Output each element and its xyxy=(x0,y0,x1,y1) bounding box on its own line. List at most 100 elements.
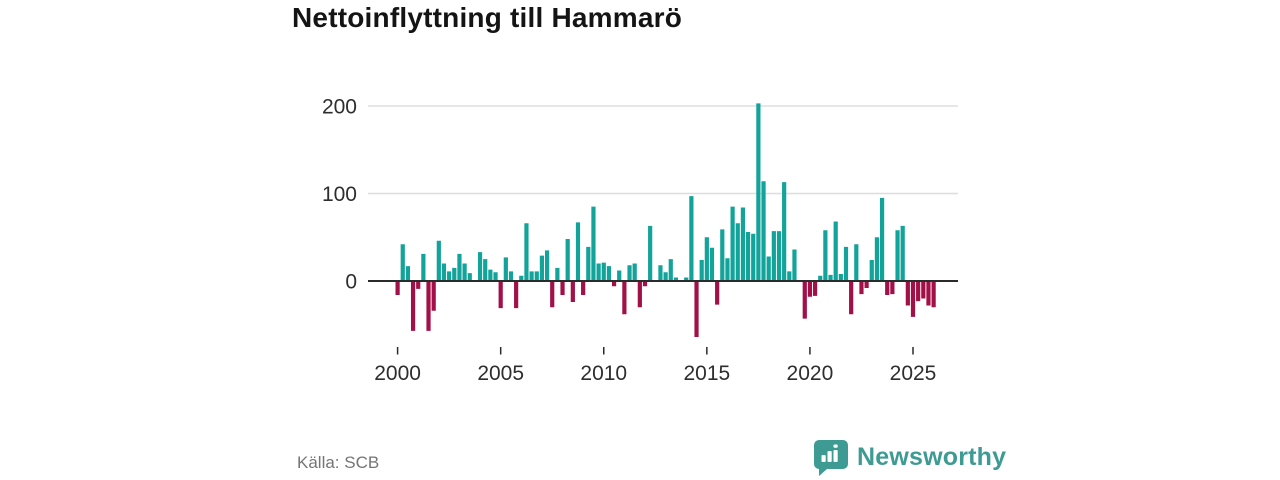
bar-2008-Q4 xyxy=(575,222,581,282)
source-label: Källa: SCB xyxy=(297,453,380,472)
bar-2014-Q3 xyxy=(694,281,699,337)
bar-2022-Q4 xyxy=(864,281,869,288)
y-tick-label-0: 0 xyxy=(345,271,357,294)
bar-2002-Q1 xyxy=(436,240,441,281)
bar-2017-Q4 xyxy=(761,181,766,281)
bar-2004-Q1 xyxy=(477,252,483,282)
bar-2015-Q2 xyxy=(709,247,715,281)
bar-2015-Q1 xyxy=(704,237,709,281)
y-tick-label-200: 200 xyxy=(322,96,357,119)
bar-2007-Q2 xyxy=(544,250,550,282)
bar-2014-Q1 xyxy=(684,277,689,281)
bar-2002-Q2 xyxy=(441,263,447,281)
bar-2018-Q3 xyxy=(776,231,782,282)
bar-2011-Q3 xyxy=(632,263,637,281)
bar-2005-Q2 xyxy=(503,257,508,282)
bar-2017-Q1 xyxy=(745,232,751,281)
bar-2008-Q2 xyxy=(565,239,570,281)
bar-2024-Q2 xyxy=(895,230,900,281)
bar-2006-Q1 xyxy=(519,275,524,281)
x-tick-label-2010: 2010 xyxy=(580,362,627,385)
bar-2019-Q4 xyxy=(802,281,807,319)
bar-2012-Q1 xyxy=(642,281,648,287)
bar-2018-Q2 xyxy=(771,231,776,282)
bar-2009-Q4 xyxy=(596,263,601,281)
bar-2006-Q3 xyxy=(529,271,534,282)
bar-2006-Q4 xyxy=(534,271,539,282)
bar-2017-Q3 xyxy=(756,103,761,282)
bar-2012-Q4 xyxy=(658,265,663,281)
bar-2008-Q3 xyxy=(570,281,575,302)
bar-2002-Q4 xyxy=(452,267,457,282)
bar-2025-Q1 xyxy=(910,281,916,317)
bar-2003-Q2 xyxy=(462,263,467,281)
bar-2024-Q3 xyxy=(900,225,905,282)
bar-2013-Q2 xyxy=(668,259,673,282)
bar-2014-Q4 xyxy=(699,260,704,281)
bar-2023-Q2 xyxy=(874,237,880,281)
chart-title: Nettoinflyttning till Hammarö xyxy=(292,2,683,33)
bar-2013-Q1 xyxy=(663,272,668,281)
bar-2003-Q3 xyxy=(467,273,472,282)
brand-name: Newsworthy xyxy=(857,442,1007,471)
bar-2016-Q2 xyxy=(730,206,735,282)
bar-2022-Q2 xyxy=(854,244,859,281)
bar-2018-Q1 xyxy=(766,256,771,281)
bar-2013-Q3 xyxy=(673,277,679,281)
x-tick-label-2015: 2015 xyxy=(683,362,730,385)
bar-2025-Q3 xyxy=(921,281,926,299)
icon-bar-tall xyxy=(833,450,838,462)
x-tick-label-2005: 2005 xyxy=(477,362,524,385)
bar-2005-Q3 xyxy=(508,271,514,282)
bar-2019-Q2 xyxy=(792,249,797,281)
bar-2010-Q4 xyxy=(617,270,622,281)
icon-bar-small xyxy=(821,455,826,462)
bar-2005-Q4 xyxy=(514,281,519,309)
x-tick-label-2020: 2020 xyxy=(787,362,834,385)
icon-bar-medium xyxy=(827,451,832,462)
bar-2014-Q2 xyxy=(689,196,694,282)
bar-2011-Q1 xyxy=(622,281,627,315)
bar-2024-Q4 xyxy=(905,281,910,306)
bar-2022-Q3 xyxy=(859,281,864,295)
bar-2020-Q4 xyxy=(823,230,828,281)
bar-2023-Q1 xyxy=(869,260,874,281)
x-tick-label-2000: 2000 xyxy=(374,362,421,385)
newsworthy-bubble-chart-icon xyxy=(814,440,848,476)
bar-2009-Q3 xyxy=(591,206,596,282)
bar-2000-Q4 xyxy=(410,281,416,331)
bar-2020-Q2 xyxy=(812,281,818,296)
bar-2011-Q4 xyxy=(637,281,642,308)
bar-2015-Q3 xyxy=(715,281,720,305)
bar-2018-Q4 xyxy=(782,182,787,282)
bar-2001-Q4 xyxy=(431,281,436,311)
bar-2010-Q3 xyxy=(611,281,617,287)
bar-2003-Q1 xyxy=(457,253,462,282)
bar-2007-Q4 xyxy=(555,267,560,282)
bar-2007-Q1 xyxy=(539,255,545,282)
bar-2016-Q3 xyxy=(735,223,740,281)
x-tick-label-2025: 2025 xyxy=(890,362,937,385)
bar-2000-Q3 xyxy=(405,266,411,282)
bar-2009-Q1 xyxy=(581,281,586,295)
y-tick-label-100: 100 xyxy=(322,183,357,206)
bar-2010-Q2 xyxy=(606,266,612,282)
bar-2004-Q4 xyxy=(493,272,498,281)
bar-2021-Q3 xyxy=(838,274,843,281)
bar-2020-Q1 xyxy=(807,281,813,297)
bar-2006-Q2 xyxy=(524,223,529,281)
bar-2021-Q1 xyxy=(828,274,833,282)
bar-2000-Q2 xyxy=(400,244,405,281)
bar-2025-Q2 xyxy=(916,281,921,302)
bar-2015-Q4 xyxy=(720,229,725,282)
bar-2025-Q4 xyxy=(926,281,931,306)
bar-2012-Q2 xyxy=(648,225,653,282)
bar-2010-Q1 xyxy=(601,262,606,282)
bar-2024-Q1 xyxy=(890,281,895,295)
bar-2021-Q2 xyxy=(833,221,838,281)
icon-exclamation-dot xyxy=(833,444,838,448)
bar-2022-Q1 xyxy=(849,281,854,315)
bar-2016-Q4 xyxy=(740,207,746,281)
bar-2021-Q4 xyxy=(843,246,849,282)
